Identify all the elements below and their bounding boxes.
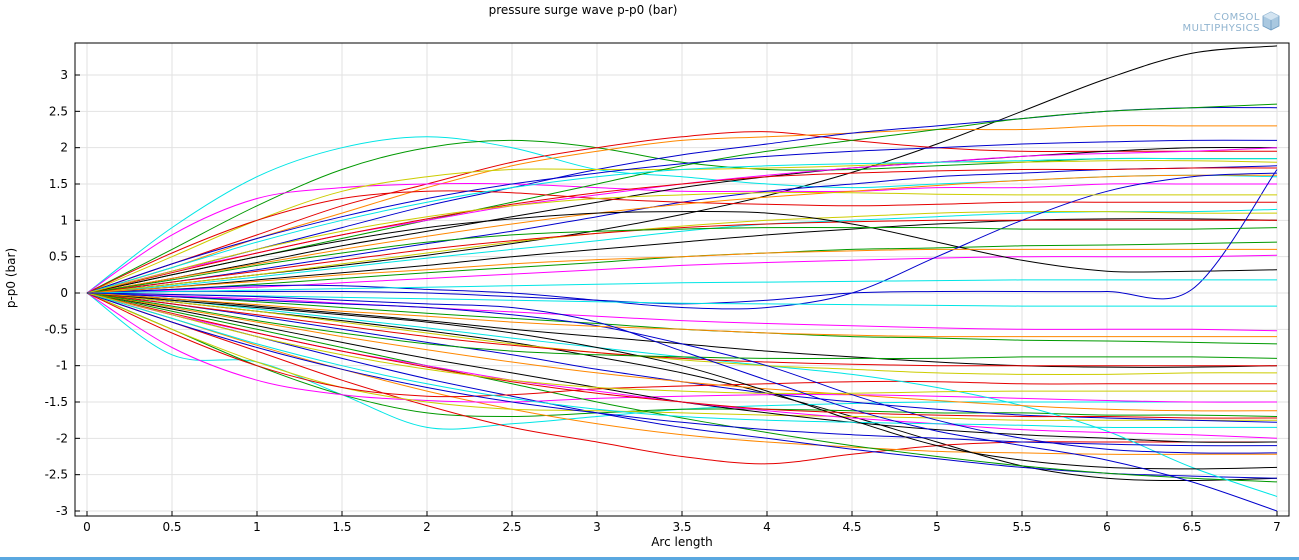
series-line-27 [86,248,1277,294]
x-axis-label: Arc length [651,535,713,549]
comsol-logo: COMSOL MULTIPHYSICS [1183,11,1280,34]
x-tick-label: 4 [763,520,771,534]
grid-lines [75,43,1289,516]
series-line-56 [86,292,1277,338]
series-line-52 [86,292,1278,332]
x-tick-label: 6.5 [1182,520,1201,534]
y-tick-label: 2.5 [49,104,68,118]
y-tick-label: 1 [60,213,68,227]
x-tick-label: 7 [1273,520,1281,534]
series-line-15 [86,174,1278,294]
series-line-23 [86,211,1278,294]
y-tick-label: 2 [60,141,68,155]
svg-text:MULTIPHYSICS: MULTIPHYSICS [1183,23,1260,34]
series-line-40 [86,292,1278,483]
series-line-20 [86,219,1277,294]
series-line-34 [86,292,1277,465]
y-tick-label: -1 [56,359,68,373]
series-line-38 [86,292,1277,421]
x-tick-label: 2.5 [502,520,521,534]
series-line-28 [86,167,1278,294]
series-line-54 [86,292,1278,454]
series-line-7 [86,183,1277,294]
y-tick-label: -2.5 [45,468,68,482]
y-tick-label: -0.5 [45,322,68,336]
series-line-36 [86,292,1278,479]
x-axis-ticks: 0 0.5 1 1.5 2 2.5 3 3.5 4 4.5 5 5.5 6 6.5 7 [83,511,1281,534]
series-line-12 [86,190,1277,294]
series-line-58 [86,292,1277,394]
series-line-55 [86,292,1278,359]
y-axis-label: p-p0 (bar) [4,248,18,308]
series-line-37 [86,292,1278,403]
series-line-4 [86,131,1277,294]
y-tick-label: 1.5 [49,177,68,191]
x-tick-label: 4.5 [842,520,861,534]
x-tick-label: 6 [1103,520,1111,534]
series-line-59 [86,292,1277,307]
series-line-48 [86,292,1278,376]
y-tick-label: -1.5 [45,395,68,409]
series-line-26 [86,227,1278,294]
series-line-30 [86,279,1278,294]
y-axis-ticks: -3 -2.5 -2 -1.5 -1 -0.5 0 0.5 1 1.5 2 2.5 3 [45,68,80,518]
x-tick-label: 0.5 [162,520,181,534]
x-tick-label: 3.5 [672,520,691,534]
series-line-45 [86,292,1278,412]
series-line-17 [86,139,1278,294]
x-tick-label: 1.5 [332,520,351,534]
series-line-51 [86,292,1277,429]
chart-title: pressure surge wave p-p0 (bar) [489,3,678,17]
series-line-50 [86,292,1277,367]
series-line-57 [86,292,1278,419]
series-line-53 [86,292,1278,470]
series-line-42 [86,292,1277,398]
x-tick-label: 3 [593,520,601,534]
series-lines [86,45,1278,512]
y-tick-label: 3 [60,68,68,82]
series-line-22 [86,254,1278,294]
series-line-47 [86,292,1278,447]
bottom-strip [0,557,1299,560]
x-tick-label: 2 [423,520,431,534]
series-line-35 [86,292,1277,455]
series-line-5 [86,125,1277,294]
series-line-60 [86,292,1278,512]
x-tick-label: 1 [253,520,261,534]
series-line-25 [86,169,1278,305]
x-tick-label: 5.5 [1012,520,1031,534]
series-line-33 [86,292,1278,418]
series-line-29 [86,192,1277,294]
y-tick-label: -3 [56,504,68,518]
y-tick-label: 0 [60,286,68,300]
x-tick-label: 0 [83,520,91,534]
series-line-24 [86,172,1278,310]
series-line-16 [86,218,1278,294]
series-line-18 [86,210,1278,294]
x-tick-label: 5 [933,520,941,534]
svg-text:COMSOL: COMSOL [1214,12,1260,23]
series-line-9 [86,146,1278,294]
y-tick-label: -2 [56,431,68,445]
series-line-21 [86,157,1277,294]
y-tick-label: 0.5 [49,250,68,264]
